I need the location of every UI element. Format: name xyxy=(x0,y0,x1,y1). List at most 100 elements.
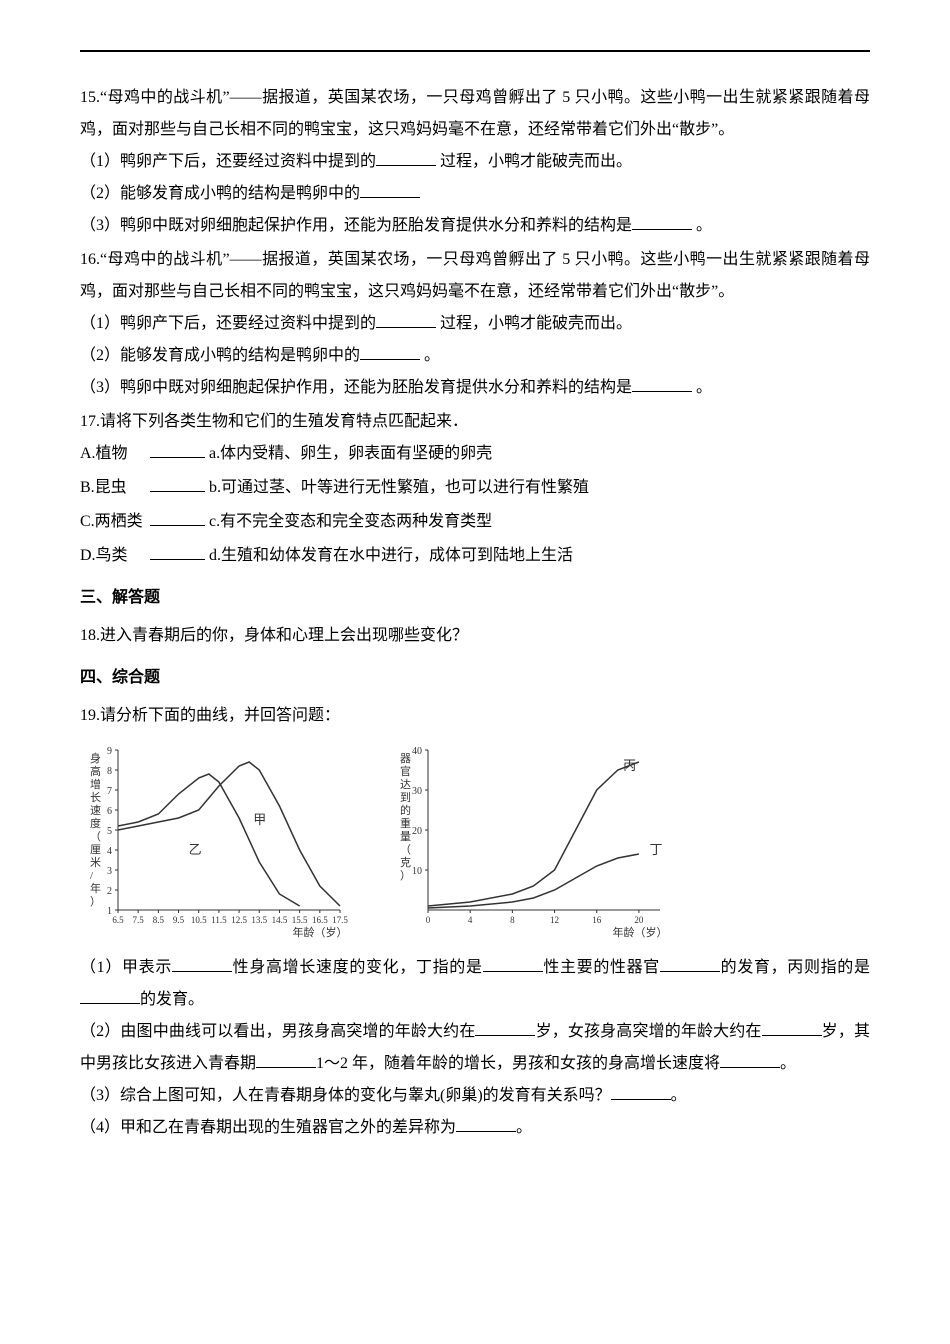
section-3-heading: 三、解答题 xyxy=(80,582,870,614)
q19-sub2d: 1～2 年，随着年龄的增长，男孩和女孩的身高增长速度将 xyxy=(316,1055,720,1072)
blank xyxy=(456,1113,516,1132)
svg-text:1: 1 xyxy=(107,906,112,917)
q19-sub1c: 性主要的性器官 xyxy=(543,959,660,976)
q19-sub1: （1）甲表示性身高增长速度的变化，丁指的是性主要的性器官的发育，丙则指的是的发育… xyxy=(80,952,870,1016)
q19-sub4b: 。 xyxy=(516,1119,532,1136)
svg-text:20: 20 xyxy=(634,915,644,925)
q16-sub3b: 。 xyxy=(692,379,712,396)
q18-num: 18. xyxy=(80,627,100,644)
blank xyxy=(150,473,205,492)
blank xyxy=(150,507,205,526)
blank xyxy=(720,1049,780,1068)
q17-opt-match: b.可通过茎、叶等进行无性繁殖，也可以进行有性繁殖 xyxy=(205,479,589,496)
blank xyxy=(632,373,692,392)
blank xyxy=(376,147,436,166)
q16-sub1: （1）鸭卵产下后，还要经过资料中提到的 过程，小鸭才能破壳而出。 xyxy=(80,308,870,340)
q18-stem-text: 进入青春期后的你，身体和心理上会出现哪些变化？ xyxy=(100,627,468,644)
q17-option-1: B.昆虫 b.可通过茎、叶等进行无性繁殖，也可以进行有性繁殖 xyxy=(80,472,870,504)
q19-num: 19. xyxy=(80,707,100,724)
svg-text:16.5: 16.5 xyxy=(312,915,328,925)
svg-text:2: 2 xyxy=(107,886,112,897)
q17-opt-match: c.有不完全变态和完全变态两种发育类型 xyxy=(205,513,492,530)
svg-text:高: 高 xyxy=(90,764,101,778)
question-16: 16.“母鸡中的战斗机”——据报道，英国某农场，一只母鸡曾孵出了 5 只小鸭。这… xyxy=(80,244,870,404)
svg-text:7: 7 xyxy=(107,786,112,797)
blank xyxy=(660,953,720,972)
blank xyxy=(611,1081,671,1100)
q19-sub1a: （1）甲表示 xyxy=(80,959,172,976)
q19-sub2e: 。 xyxy=(780,1055,796,1072)
svg-text:年: 年 xyxy=(90,881,101,895)
q19-sub3b: 。 xyxy=(671,1087,687,1104)
q17-stem-text: 请将下列各类生物和它们的生殖发育特点匹配起来． xyxy=(100,413,468,430)
chart-2: 器官达到的重量（克）10203040048121620年龄（岁）丙丁 xyxy=(390,742,680,942)
svg-text:15.5: 15.5 xyxy=(292,915,308,925)
q16-sub1a: （1）鸭卵产下后，还要经过资料中提到的 xyxy=(80,315,376,332)
svg-text:12: 12 xyxy=(550,915,559,925)
q16-stem: 16.“母鸡中的战斗机”——据报道，英国某农场，一只母鸡曾孵出了 5 只小鸭。这… xyxy=(80,244,870,308)
svg-text:4: 4 xyxy=(107,846,112,857)
chart-1: 身高增长速度（厘米/年）1234567896.57.58.59.510.511.… xyxy=(80,742,350,942)
q19-sub3a: （3）综合上图可知，人在青春期身体的变化与睾丸(卵巢)的发育有关系吗？ xyxy=(80,1087,611,1104)
svg-text:8: 8 xyxy=(510,915,515,925)
svg-text:）: ） xyxy=(90,895,101,908)
svg-text:30: 30 xyxy=(412,786,422,797)
svg-text:9.5: 9.5 xyxy=(173,915,185,925)
blank xyxy=(475,1017,535,1036)
question-15: 15.“母鸡中的战斗机”——据报道，英国某农场，一只母鸡曾孵出了 5 只小鸭。这… xyxy=(80,82,870,242)
svg-text:（: （ xyxy=(90,830,101,843)
svg-text:11.5: 11.5 xyxy=(211,915,227,925)
q16-sub1b: 过程，小鸭才能破壳而出。 xyxy=(436,315,632,332)
question-19: 19.请分析下面的曲线，并回答问题： 身高增长速度（厘米/年）123456789… xyxy=(80,700,870,1144)
svg-text:（: （ xyxy=(400,843,411,856)
q17-opt-letter: C.两栖类 xyxy=(80,506,150,538)
q19-sub2a: （2）由图中曲线可以看出，男孩身高突增的年龄大约在 xyxy=(80,1023,475,1040)
q15-sub3b: 。 xyxy=(692,217,712,234)
svg-text:9: 9 xyxy=(107,746,112,757)
q17-option-2: C.两栖类 c.有不完全变态和完全变态两种发育类型 xyxy=(80,506,870,538)
blank xyxy=(360,341,420,360)
q19-sub1b: 性身高增长速度的变化，丁指的是 xyxy=(232,959,483,976)
q16-sub2: （2）能够发育成小鸭的结构是鸭卵中的 。 xyxy=(80,340,870,372)
chart-2-wrapper: 器官达到的重量（克）10203040048121620年龄（岁）丙丁 xyxy=(390,742,680,942)
svg-text:的: 的 xyxy=(400,803,411,817)
svg-text:丙: 丙 xyxy=(623,758,636,773)
svg-text:3: 3 xyxy=(107,866,112,877)
q17-opt-letter: D.鸟类 xyxy=(80,540,150,572)
svg-text:10: 10 xyxy=(412,866,422,877)
q15-sub1a: （1）鸭卵产下后，还要经过资料中提到的 xyxy=(80,153,376,170)
q19-stem: 19.请分析下面的曲线，并回答问题： xyxy=(80,700,870,732)
q15-stem-text: “母鸡中的战斗机”——据报道，英国某农场，一只母鸡曾孵出了 5 只小鸭。这些小鸭… xyxy=(80,89,870,138)
svg-text:7.5: 7.5 xyxy=(133,915,145,925)
q15-sub3: （3）鸭卵中既对卵细胞起保护作用，还能为胚胎发育提供水分和养料的结构是 。 xyxy=(80,210,870,242)
svg-text:13.5: 13.5 xyxy=(251,915,267,925)
svg-text:年龄（岁）: 年龄（岁） xyxy=(613,925,668,939)
svg-text:5: 5 xyxy=(107,826,112,837)
q15-sub1b: 过程，小鸭才能破壳而出。 xyxy=(436,153,632,170)
svg-text:速: 速 xyxy=(90,804,101,817)
blank xyxy=(376,309,436,328)
charts-container: 身高增长速度（厘米/年）1234567896.57.58.59.510.511.… xyxy=(80,742,870,942)
blank xyxy=(360,179,420,198)
q17-opt-match: d.生殖和幼体发育在水中进行，成体可到陆地上生活 xyxy=(205,547,573,564)
q19-sub2b: 岁，女孩身高突增的年龄大约在 xyxy=(535,1023,761,1040)
q15-stem: 15.“母鸡中的战斗机”——据报道，英国某农场，一只母鸡曾孵出了 5 只小鸭。这… xyxy=(80,82,870,146)
chart-1-wrapper: 身高增长速度（厘米/年）1234567896.57.58.59.510.511.… xyxy=(80,742,350,942)
question-18: 18.进入青春期后的你，身体和心理上会出现哪些变化？ xyxy=(80,620,870,652)
svg-text:身: 身 xyxy=(90,751,101,765)
blank xyxy=(150,541,205,560)
q16-stem-text: “母鸡中的战斗机”——据报道，英国某农场，一只母鸡曾孵出了 5 只小鸭。这些小鸭… xyxy=(80,251,870,300)
blank xyxy=(256,1049,316,1068)
svg-text:10.5: 10.5 xyxy=(191,915,207,925)
q15-sub3a: （3）鸭卵中既对卵细胞起保护作用，还能为胚胎发育提供水分和养料的结构是 xyxy=(80,217,632,234)
q19-stem-text: 请分析下面的曲线，并回答问题： xyxy=(100,707,340,724)
blank xyxy=(762,1017,822,1036)
svg-text:）: ） xyxy=(400,869,411,882)
q17-stem: 17.请将下列各类生物和它们的生殖发育特点匹配起来． xyxy=(80,406,870,438)
svg-text:甲: 甲 xyxy=(253,812,266,827)
svg-text:12.5: 12.5 xyxy=(231,915,247,925)
blank xyxy=(632,211,692,230)
question-17: 17.请将下列各类生物和它们的生殖发育特点匹配起来． A.植物 a.体内受精、卵… xyxy=(80,406,870,572)
svg-text:乙: 乙 xyxy=(189,842,202,857)
q19-sub4: （4）甲和乙在青春期出现的生殖器官之外的差异称为。 xyxy=(80,1112,870,1144)
